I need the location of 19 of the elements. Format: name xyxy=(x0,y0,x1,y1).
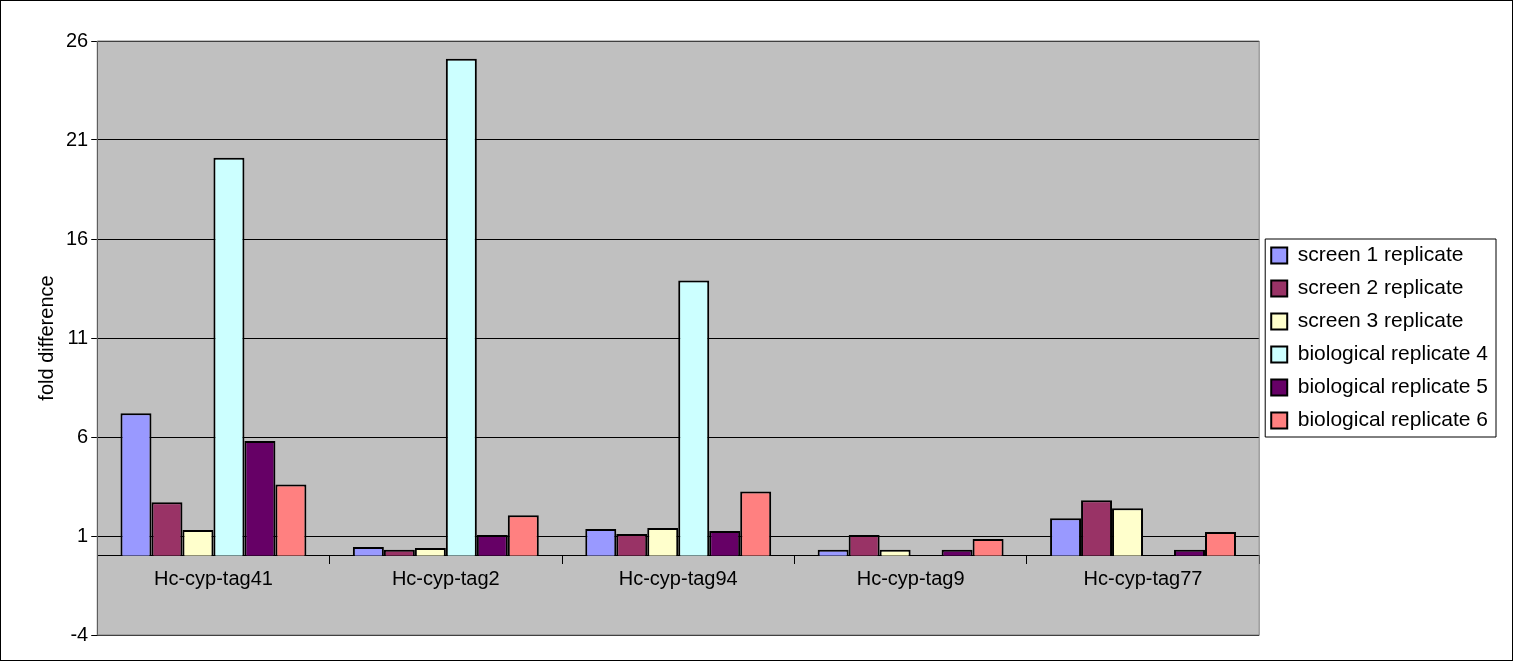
x-tick-label: Hc-cyp-tag9 xyxy=(856,567,965,590)
x-tick-label: Hc-cyp-tag77 xyxy=(1083,567,1203,590)
legend-label: screen 3 replicate xyxy=(1297,308,1464,332)
legend-label: biological replicate 4 xyxy=(1297,341,1489,365)
legend-label: biological replicate 5 xyxy=(1297,374,1489,398)
x-tick-label: Hc-cyp-tag2 xyxy=(391,567,500,590)
y-tick-label: 1 xyxy=(77,523,89,546)
y-axis-title: fold difference xyxy=(34,275,57,401)
x-tick-label: Hc-cyp-tag94 xyxy=(618,567,738,590)
y-tick-label: 16 xyxy=(66,226,89,249)
y-tick-label: 11 xyxy=(67,325,89,348)
legend-label: screen 2 replicate xyxy=(1297,275,1464,299)
legend-label: screen 1 replicate xyxy=(1297,242,1464,266)
y-tick-label: 21 xyxy=(66,127,89,150)
y-tick-label: 26 xyxy=(66,28,89,51)
y-tick-label: -4 xyxy=(70,622,89,645)
legend-label: biological replicate 6 xyxy=(1297,407,1489,431)
y-tick-label: 6 xyxy=(77,424,89,447)
x-tick-label: Hc-cyp-tag41 xyxy=(153,567,273,590)
